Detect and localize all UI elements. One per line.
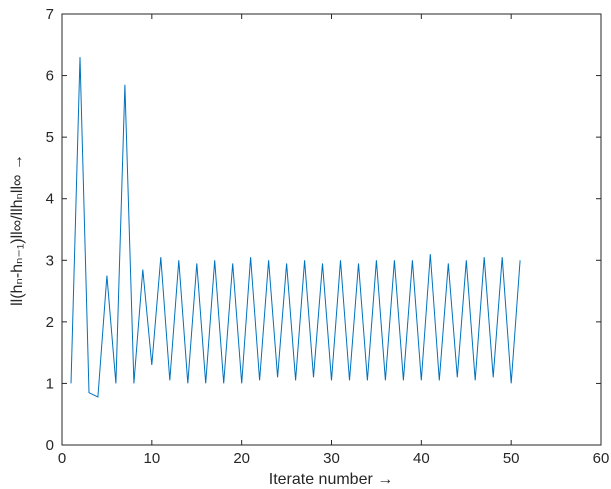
x-tick-label: 20 xyxy=(233,450,250,467)
series-line xyxy=(70,57,521,398)
x-tick-label: 60 xyxy=(593,450,610,467)
x-axis-title: Iterate number → xyxy=(269,471,394,488)
y-tick-label: 7 xyxy=(46,6,54,23)
y-tick-label: 3 xyxy=(46,252,54,269)
y-tick-label: 4 xyxy=(46,191,54,208)
x-tick-label: 40 xyxy=(413,450,430,467)
x-tick-label: 0 xyxy=(58,450,66,467)
y-tick-label: 2 xyxy=(46,314,54,331)
y-axis-title: ll(hₙ-hₙ₋₁)ll∞/llhₙll∞ → xyxy=(9,154,26,306)
ticks-group: 0 10 20 30 40 50 60 0 1 2 3 4 5 6 7 xyxy=(46,6,610,467)
x-tick-label: 50 xyxy=(503,450,520,467)
y-tick-label: 0 xyxy=(46,437,54,454)
y-tick-label: 5 xyxy=(46,129,54,146)
y-tick-label: 1 xyxy=(46,375,54,392)
x-tick-label: 10 xyxy=(143,450,160,467)
x-tick-label: 30 xyxy=(323,450,340,467)
series-group xyxy=(70,57,521,398)
y-tick-label: 6 xyxy=(46,68,54,85)
